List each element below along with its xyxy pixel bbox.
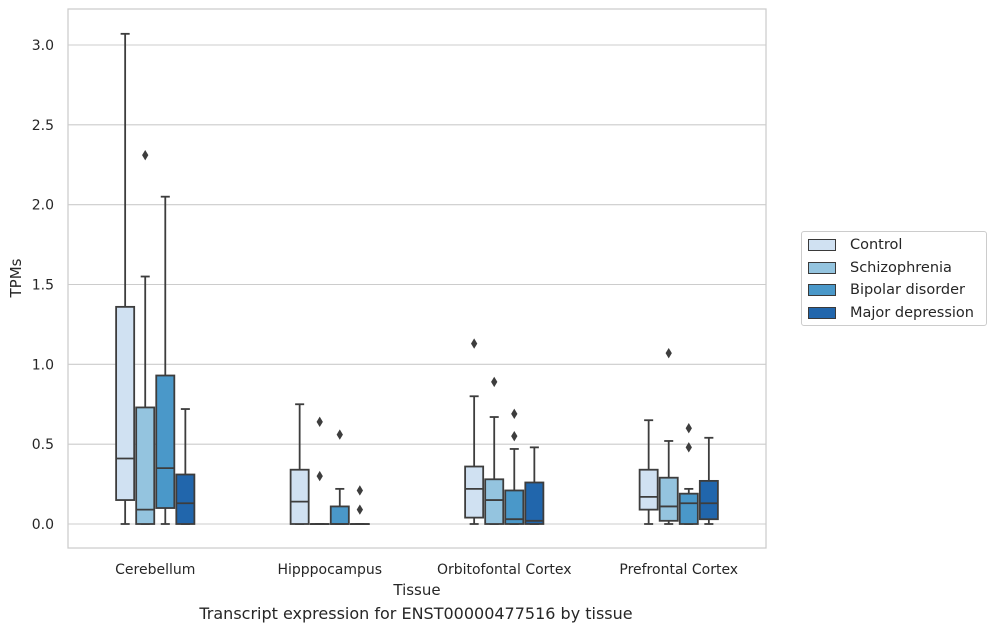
y-tick-label-2: 1.0 (32, 357, 54, 373)
y-axis-label: TPMs (7, 258, 25, 298)
box-cat3-series2 (678, 423, 699, 525)
outlier-cat1-series1-1 (316, 470, 323, 482)
box-body-cat1-series0 (289, 468, 310, 525)
box-body-cat0-series2 (155, 374, 176, 509)
y-axis-ticks: 0.0 0.5 1.0 1.5 2.0 2.5 3.0 (32, 38, 54, 533)
outlier-cat2-series2-1 (511, 431, 518, 442)
legend: Control Schizophrenia Bipolar disorder M… (801, 231, 987, 326)
x-tick-label-1: Hipppocampus (277, 562, 382, 578)
box-body-cat0-series0 (115, 305, 136, 501)
box-cat1-series2 (329, 429, 350, 525)
legend-swatch-major-depression (808, 307, 836, 319)
outlier-cat1-series3-1 (356, 504, 364, 515)
outlier-cat2-series2-0 (511, 408, 518, 420)
y-tick-label-4: 2.0 (32, 198, 54, 214)
legend-item-major-depression: Major depression (808, 303, 974, 323)
y-tick-label-1: 0.5 (32, 437, 54, 453)
box-cat1-series0 (289, 403, 310, 525)
chart-caption: Transcript expression for ENST0000047751… (199, 604, 633, 623)
box-body-cat0-series3 (175, 473, 196, 525)
box-cat2-series2 (504, 408, 525, 525)
box-cat2-series3 (524, 446, 545, 525)
outlier-cat2-series0-0 (470, 338, 478, 349)
legend-item-schizophrenia: Schizophrenia (808, 258, 952, 278)
plot-background (68, 9, 766, 548)
legend-label-bipolar-disorder: Bipolar disorder (850, 282, 965, 298)
outlier-cat3-series1-0 (665, 347, 672, 359)
box-cat1-series1 (309, 416, 330, 526)
plot-frame (67, 8, 767, 549)
box-cat0-series0 (115, 32, 136, 525)
x-tick-label-3: Prefrontal Cortex (619, 562, 738, 578)
outlier-cat2-series1-0 (491, 376, 498, 388)
outlier-cat3-series2-1 (685, 442, 692, 453)
legend-swatch-bipolar-disorder (808, 284, 836, 296)
legend-item-bipolar-disorder: Bipolar disorder (808, 280, 965, 300)
box-cat2-series1 (484, 376, 505, 525)
legend-swatch-control (808, 239, 836, 251)
y-tick-label-0: 0.0 (32, 517, 54, 533)
x-tick-label-0: Cerebellum (115, 562, 195, 578)
legend-label-control: Control (850, 237, 903, 253)
box-body-cat0-series1 (135, 406, 156, 525)
box-body-cat1-series2 (329, 505, 350, 525)
box-cat3-series0 (638, 419, 659, 525)
outlier-cat3-series2-0 (685, 423, 692, 434)
legend-swatch-schizophrenia (808, 262, 836, 274)
y-tick-label-3: 1.5 (32, 278, 54, 294)
box-cat0-series2 (155, 195, 176, 525)
legend-label-schizophrenia: Schizophrenia (850, 260, 952, 276)
box-body-cat3-series3 (698, 479, 719, 521)
box-body-cat2-series3 (524, 481, 545, 525)
y-tick-label-6: 3.0 (32, 38, 54, 54)
y-tick-label-5: 2.5 (32, 118, 54, 134)
box-series (115, 32, 719, 526)
legend-label-major-depression: Major depression (850, 305, 974, 321)
box-body-cat3-series2 (678, 492, 699, 525)
x-axis-label: Tissue (392, 581, 440, 599)
outlier-cat0-series1-0 (142, 149, 149, 161)
box-body-cat2-series1 (484, 478, 505, 525)
outlier-cat1-series1-0 (316, 416, 323, 427)
box-body-cat3-series1 (658, 476, 679, 522)
box-cat2-series0 (464, 338, 485, 525)
outlier-cat1-series2-0 (336, 429, 343, 440)
x-tick-label-2: Orbitofontal Cortex (437, 562, 572, 578)
box-cat0-series1 (135, 149, 156, 525)
box-body-cat3-series0 (638, 468, 659, 511)
outlier-cat1-series3-0 (356, 485, 364, 496)
x-axis-ticks: Cerebellum Hipppocampus Orbitofontal Corte… (115, 562, 738, 578)
box-cat1-series3 (349, 485, 370, 526)
box-cat3-series3 (698, 436, 719, 525)
legend-item-control: Control (808, 235, 902, 255)
box-body-cat2-series0 (464, 465, 485, 519)
box-body-cat2-series2 (504, 489, 525, 525)
box-cat0-series3 (175, 408, 196, 525)
box-cat3-series1 (658, 347, 679, 525)
